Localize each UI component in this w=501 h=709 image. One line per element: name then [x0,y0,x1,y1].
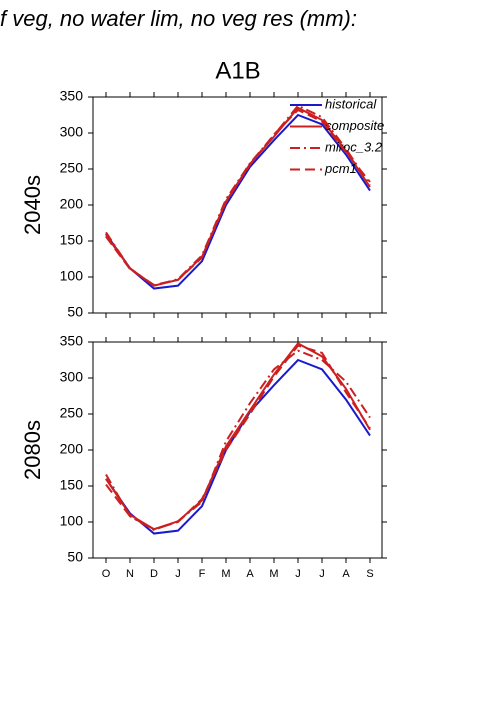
x-tick-label: A [342,568,350,580]
y-tick-label: 50 [67,549,83,565]
legend-label: pcm1 [324,161,357,176]
y-tick-label: 100 [60,513,84,529]
x-tick-label: A [246,568,254,580]
y-axis-label: 2080s [20,420,45,480]
y-tick-label: 250 [60,160,84,176]
series-line [105,344,371,531]
x-tick-label: M [221,568,230,580]
y-tick-label: 200 [60,441,84,457]
x-tick-label: M [269,568,278,580]
y-tick-label: 300 [60,369,84,385]
y-tick-label: 100 [60,268,84,284]
x-tick-label: J [319,568,325,580]
y-axis-label: 2040s [20,175,45,235]
y-tick-label: 150 [60,232,84,248]
legend-label: miroc_3.2 [325,139,383,154]
series-line [105,349,371,532]
x-tick-label: J [175,568,181,580]
series-line [105,358,371,535]
y-tick-label: 50 [67,304,83,320]
x-tick-label: J [295,568,301,580]
y-tick-label: 350 [60,88,84,104]
series-line [105,113,371,290]
series-line [105,342,371,531]
y-tick-label: 200 [60,196,84,212]
series-line [105,108,371,286]
x-tick-label: D [150,568,158,580]
legend-label: historical [325,96,377,111]
page-title: f veg, no water lim, no veg res (mm): [0,6,357,31]
y-tick-label: 300 [60,124,84,140]
x-tick-label: S [366,568,373,580]
legend-label: composite [325,118,384,133]
panel-title: A1B [215,57,260,84]
y-tick-label: 150 [60,477,84,493]
x-tick-label: O [102,568,111,580]
x-tick-label: F [199,568,206,580]
x-tick-label: N [126,568,134,580]
y-tick-label: 350 [60,333,84,349]
y-tick-label: 250 [60,405,84,421]
